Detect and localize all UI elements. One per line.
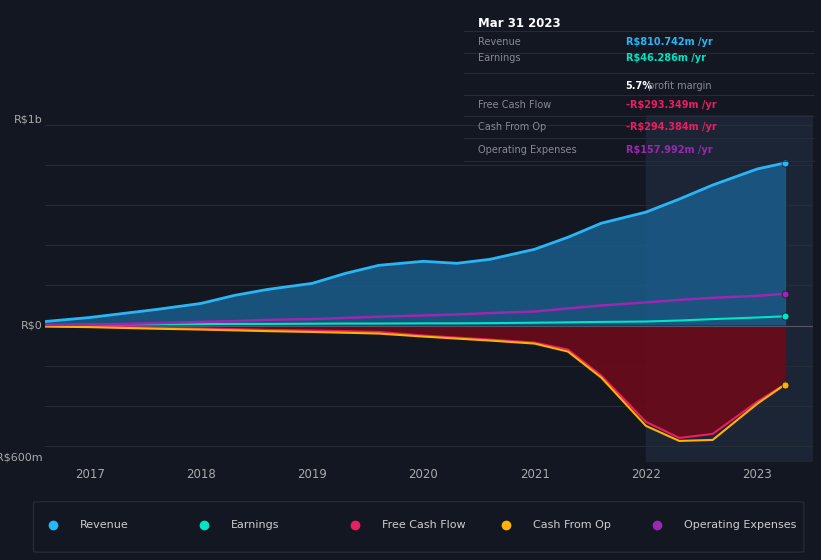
Text: -R$294.384m /yr: -R$294.384m /yr (626, 122, 716, 132)
Text: Cash From Op: Cash From Op (478, 122, 546, 132)
Text: R$1b: R$1b (14, 115, 43, 125)
Text: Operating Expenses: Operating Expenses (478, 144, 576, 155)
Text: Operating Expenses: Operating Expenses (684, 520, 796, 530)
Text: Free Cash Flow: Free Cash Flow (478, 100, 551, 110)
Text: R$157.992m /yr: R$157.992m /yr (626, 144, 712, 155)
Text: -R$600m: -R$600m (0, 452, 43, 462)
Text: Cash From Op: Cash From Op (533, 520, 611, 530)
Text: Mar 31 2023: Mar 31 2023 (478, 17, 561, 30)
Text: -R$293.349m /yr: -R$293.349m /yr (626, 100, 716, 110)
Text: 5.7%: 5.7% (626, 81, 653, 91)
Text: Revenue: Revenue (80, 520, 128, 530)
Bar (646, 115, 813, 462)
Text: R$46.286m /yr: R$46.286m /yr (626, 53, 705, 63)
Text: Earnings: Earnings (478, 53, 521, 63)
Text: R$810.742m /yr: R$810.742m /yr (626, 37, 713, 47)
Text: R$0: R$0 (21, 320, 43, 330)
Text: Earnings: Earnings (231, 520, 279, 530)
Text: profit margin: profit margin (644, 81, 712, 91)
Text: Revenue: Revenue (478, 37, 521, 47)
Text: Free Cash Flow: Free Cash Flow (382, 520, 466, 530)
